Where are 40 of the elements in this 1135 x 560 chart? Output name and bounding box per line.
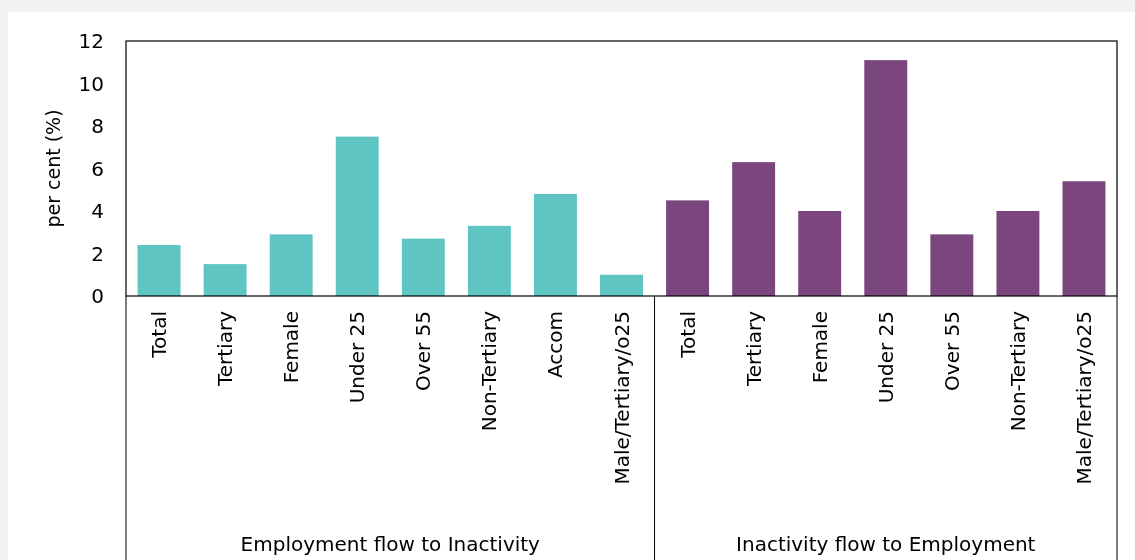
x-tick-label: Total — [147, 311, 172, 359]
bar — [269, 234, 313, 296]
x-tick-label: Accom — [543, 311, 568, 379]
x-tick-label: Tertiary — [741, 310, 766, 388]
x-tick-label: Under 25 — [873, 311, 898, 404]
y-tick-label: 12 — [78, 29, 104, 53]
y-tick-label: 6 — [91, 156, 104, 181]
y-axis-title: per cent (%) — [42, 109, 64, 228]
text: Inactivity flow to Employment — [736, 532, 1036, 556]
bar — [533, 194, 577, 296]
y-tick-label: 10 — [78, 71, 104, 96]
x-tick-label: Non-Tertiary — [1005, 310, 1030, 432]
bar — [335, 136, 379, 296]
x-tick-label: Female — [807, 311, 832, 384]
bar — [864, 60, 908, 296]
text: Employment flow to Inactivity — [240, 532, 541, 556]
bar — [137, 245, 181, 296]
x-tick-label: Male/Tertiary/o25 — [1071, 311, 1096, 485]
x-tick-label: Male/Tertiary/o25 — [609, 311, 634, 485]
bar — [798, 211, 842, 296]
y-tick-label: 8 — [91, 114, 104, 138]
bar — [600, 274, 643, 296]
bar — [401, 238, 445, 296]
bar — [1062, 181, 1106, 296]
bar — [930, 234, 974, 296]
bar — [666, 200, 710, 296]
x-tick-label: Total — [675, 311, 700, 359]
bar — [467, 225, 511, 296]
x-tick-label: Non-Tertiary — [477, 310, 502, 432]
bar — [203, 264, 247, 296]
x-tick-label: Over 55 — [939, 311, 964, 391]
y-tick-label: 2 — [91, 241, 104, 266]
y-tick-label: 4 — [91, 199, 104, 223]
x-tick-label: Under 25 — [345, 311, 370, 404]
bar — [732, 162, 776, 296]
x-tick-label: Over 55 — [411, 311, 436, 391]
bar — [996, 211, 1040, 296]
x-tick-label: Tertiary — [213, 310, 238, 388]
y-tick-label: 0 — [91, 284, 104, 308]
x-tick-label: Female — [279, 311, 304, 384]
